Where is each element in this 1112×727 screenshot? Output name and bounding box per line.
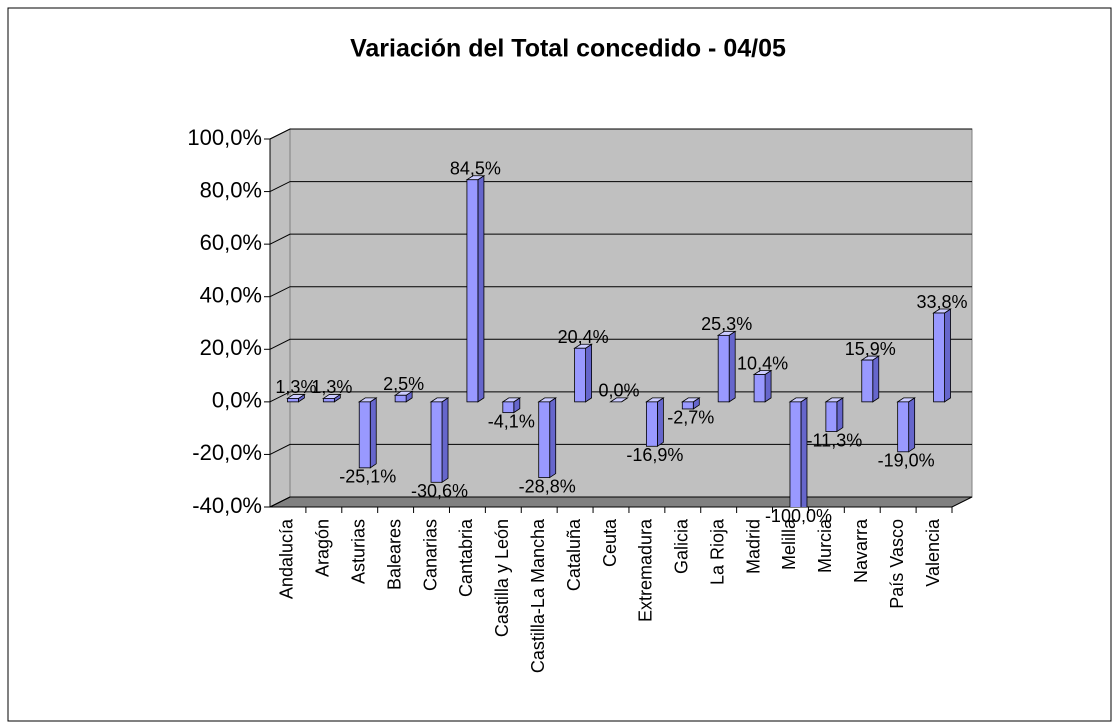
bar xyxy=(574,347,587,403)
bar xyxy=(825,401,838,432)
x-tick-label: Asturias xyxy=(348,519,368,584)
bar xyxy=(789,401,802,507)
grid-line xyxy=(269,181,972,193)
y-tick-label: 0,0% xyxy=(212,388,262,413)
value-label: 0,0% xyxy=(598,381,639,401)
value-label: 1,3% xyxy=(311,377,352,397)
bar xyxy=(753,374,766,403)
x-tick-label: Valencia xyxy=(923,518,943,587)
bar-side xyxy=(585,343,593,403)
x-tick-label: Andalucía xyxy=(277,518,297,599)
value-label: 10,4% xyxy=(737,353,788,373)
back-wall xyxy=(289,128,973,498)
y-tick-label: -40,0% xyxy=(192,493,262,518)
x-tick-label: Melilla xyxy=(779,518,799,570)
bar xyxy=(681,401,694,410)
bar-side xyxy=(728,330,736,403)
value-label: -30,6% xyxy=(411,481,468,501)
x-tick-label: Castilla-La Mancha xyxy=(528,518,548,673)
grid-line xyxy=(269,496,972,508)
bar-side xyxy=(477,174,485,403)
x-tick-label: La Rioja xyxy=(707,518,727,585)
x-tick-label: Castilla y León xyxy=(492,519,512,637)
bar xyxy=(897,401,910,453)
grid-line xyxy=(269,128,972,140)
value-label: -16,9% xyxy=(626,445,683,465)
grid-line xyxy=(269,391,972,403)
value-label: 2,5% xyxy=(383,374,424,394)
value-label: 84,5% xyxy=(450,158,501,178)
x-tick-label: Extremadura xyxy=(636,518,656,622)
x-tick-label: Aragón xyxy=(313,519,333,577)
value-label: 33,8% xyxy=(917,292,968,312)
value-label: -19,0% xyxy=(878,451,935,471)
x-tick-label: Galicia xyxy=(672,518,692,574)
value-label: -2,7% xyxy=(667,408,714,428)
bars xyxy=(286,174,952,507)
bar-side xyxy=(549,397,557,479)
grid-line xyxy=(269,338,972,350)
bar-side xyxy=(836,397,844,433)
bar-side xyxy=(656,397,664,448)
value-label: -100,0% xyxy=(765,506,832,526)
value-label: -4,1% xyxy=(488,411,535,431)
y-tick-label: 80,0% xyxy=(200,177,262,202)
bar-top xyxy=(609,397,629,403)
bar xyxy=(287,398,299,403)
bar-side xyxy=(441,397,449,484)
x-tick-label: Navarra xyxy=(851,518,871,583)
x-tick-label: Canarias xyxy=(420,519,440,591)
x-tick-label: Cantabria xyxy=(456,518,476,597)
x-tick-label: Cataluña xyxy=(564,518,584,591)
bar xyxy=(717,334,730,403)
value-label: -28,8% xyxy=(519,476,576,496)
grid-line xyxy=(269,233,972,245)
x-tick-label: Madrid xyxy=(743,519,763,574)
bar xyxy=(502,401,515,414)
value-label: 20,4% xyxy=(558,327,609,347)
y-tick-label: 40,0% xyxy=(200,283,262,308)
x-tick-label: Murcia xyxy=(815,518,835,573)
value-label: -11,3% xyxy=(807,430,863,450)
bar-side xyxy=(944,308,951,403)
side-wall xyxy=(269,128,291,508)
value-label: 25,3% xyxy=(701,314,752,334)
value-label: -25,1% xyxy=(339,467,396,487)
bar xyxy=(358,401,371,469)
bar xyxy=(933,312,945,403)
bar xyxy=(430,401,443,483)
grid-line xyxy=(269,443,972,455)
bar xyxy=(466,179,479,403)
y-tick-label: 60,0% xyxy=(200,230,262,255)
bar xyxy=(861,359,874,403)
bar-side xyxy=(872,355,880,403)
y-tick-label: 20,0% xyxy=(200,335,262,360)
bar xyxy=(322,398,335,403)
value-label: 15,9% xyxy=(845,339,896,359)
bar xyxy=(645,401,658,447)
y-tick-label: 100,0% xyxy=(187,125,262,150)
value-label: 1,3% xyxy=(275,377,316,397)
x-tick-label: País Vasco xyxy=(887,519,907,609)
bar xyxy=(538,401,551,478)
y-tick-label: -20,0% xyxy=(192,440,262,465)
grid-line xyxy=(269,286,972,298)
x-tick-label: Ceuta xyxy=(600,518,620,567)
floor xyxy=(269,496,973,508)
bar xyxy=(394,394,407,403)
chart-title: Variación del Total concedido - 04/05 xyxy=(350,35,786,63)
bar-side xyxy=(908,397,916,453)
x-tick-label: Baleares xyxy=(384,519,404,590)
bar-side xyxy=(764,369,772,403)
bar-side xyxy=(369,397,377,469)
